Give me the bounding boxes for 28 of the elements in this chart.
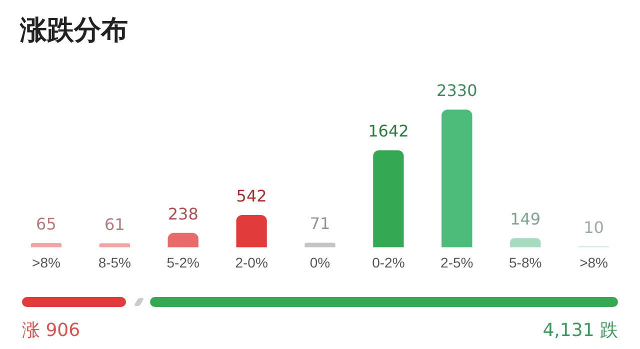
data-label: 71 — [310, 214, 330, 234]
bar — [304, 242, 336, 248]
data-label: 10 — [584, 218, 604, 237]
x-tick-label: 5-2% — [166, 254, 200, 270]
text: 涨 906 — [22, 319, 80, 342]
bar — [168, 232, 198, 248]
bar — [510, 238, 541, 248]
data-label: 2330 — [436, 81, 478, 100]
x-tick-label: 2-5% — [440, 254, 474, 270]
x-tick-label: 5-8% — [508, 254, 542, 270]
x-tick-label: 2-0% — [235, 254, 268, 270]
x-tick-label: 8-5% — [98, 254, 132, 270]
bar — [236, 214, 267, 248]
data-label: 65 — [36, 214, 56, 234]
x-tick-label: >8% — [32, 254, 60, 270]
data-label: 149 — [510, 210, 541, 229]
bar — [442, 110, 472, 248]
data-label: 61 — [104, 214, 125, 234]
x-tick-label: 0-2% — [372, 254, 405, 270]
data-label: 1642 — [368, 122, 409, 141]
text: 4,131 跌 — [542, 319, 618, 342]
x-tick-label: >8% — [580, 254, 608, 270]
bar — [30, 243, 62, 248]
data-label: 238 — [168, 204, 198, 224]
x-tick-label: 0% — [310, 254, 330, 270]
data-label: 542 — [236, 186, 267, 206]
bar — [373, 150, 404, 248]
chart-title: 涨跌分布 — [20, 14, 128, 48]
